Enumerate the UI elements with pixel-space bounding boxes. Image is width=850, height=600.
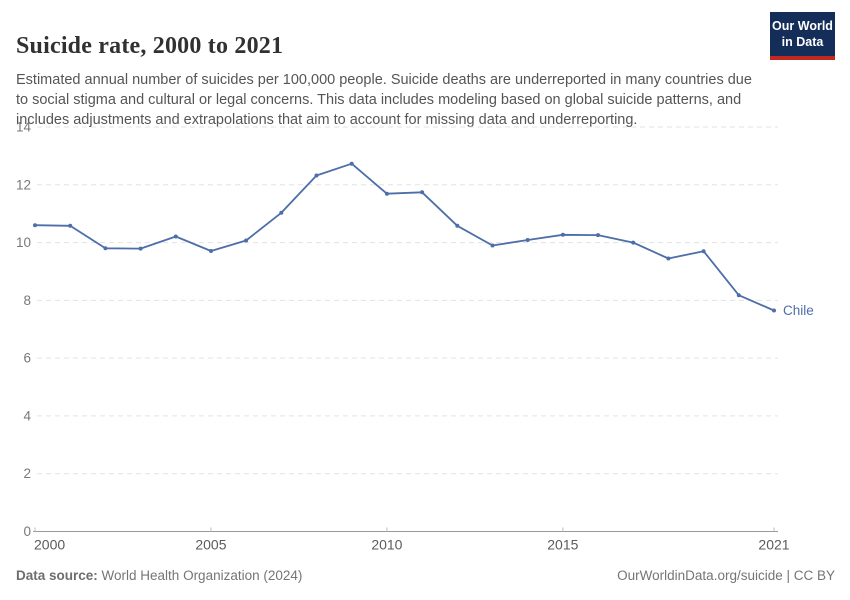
data-point-2012[interactable]	[455, 223, 460, 228]
data-point-2008[interactable]	[314, 173, 319, 178]
data-point-2013[interactable]	[490, 243, 495, 248]
chart-subtitle: Estimated annual number of suicides per …	[16, 71, 752, 128]
data-point-2004[interactable]	[173, 234, 178, 239]
y-axis-tick-label: 4	[23, 408, 31, 423]
x-axis-tick-label: 2010	[371, 537, 402, 553]
y-axis-tick-label: 8	[23, 293, 31, 308]
y-axis-tick-label: 0	[23, 524, 31, 539]
owid-logo[interactable]: Our World in Data	[770, 12, 835, 60]
data-point-2018[interactable]	[666, 256, 671, 261]
data-point-2010[interactable]	[384, 191, 389, 196]
owid-logo-line1: Our World	[772, 19, 833, 33]
series-label-chile[interactable]: Chile	[783, 303, 814, 318]
x-axis-tick-label: 2015	[547, 537, 578, 553]
y-axis-tick-label: 2	[23, 466, 31, 481]
owid-logo-text: Our World in Data	[770, 12, 835, 56]
license-link[interactable]: OurWorldinData.org/suicide | CC BY	[617, 568, 835, 583]
data-point-2007[interactable]	[279, 210, 284, 215]
data-point-2009[interactable]	[349, 161, 354, 166]
data-point-2003[interactable]	[138, 246, 143, 251]
data-source-label: Data source:	[16, 568, 98, 583]
x-axis-tick-label: 2000	[34, 537, 65, 553]
data-point-2005[interactable]	[209, 249, 213, 253]
x-axis-tick-label: 2021	[758, 537, 789, 553]
data-point-2014[interactable]	[525, 238, 530, 242]
y-axis-tick-label: 12	[16, 177, 31, 192]
data-point-2021[interactable]	[772, 308, 776, 313]
data-point-2017[interactable]	[631, 240, 636, 245]
data-point-2019[interactable]	[701, 249, 706, 254]
y-axis-tick-label: 6	[23, 351, 31, 366]
page-title: Suicide rate, 2000 to 2021	[16, 33, 284, 60]
x-axis-tick-label: 2005	[195, 537, 226, 553]
data-point-2000[interactable]	[33, 223, 37, 228]
data-point-2015[interactable]	[560, 232, 565, 237]
data-point-2011[interactable]	[420, 190, 425, 195]
owid-logo-accent-bar	[770, 55, 835, 60]
data-point-2006[interactable]	[244, 238, 249, 243]
owid-logo-line2: in Data	[781, 35, 824, 50]
data-point-2020[interactable]	[736, 293, 741, 298]
data-source-value: World Health Organization (2024)	[97, 568, 303, 583]
data-point-2001[interactable]	[68, 223, 73, 228]
data-source-note: Data source: World Health Organization (…	[16, 568, 302, 583]
line-series-chile[interactable]	[34, 162, 775, 312]
y-axis-tick-label: 10	[16, 235, 31, 250]
data-point-2002[interactable]	[103, 246, 108, 251]
data-point-2016[interactable]	[596, 233, 600, 238]
y-axis-tick-label: 14	[16, 120, 32, 135]
chart-footer: Data source: World Health Organization (…	[16, 568, 835, 583]
